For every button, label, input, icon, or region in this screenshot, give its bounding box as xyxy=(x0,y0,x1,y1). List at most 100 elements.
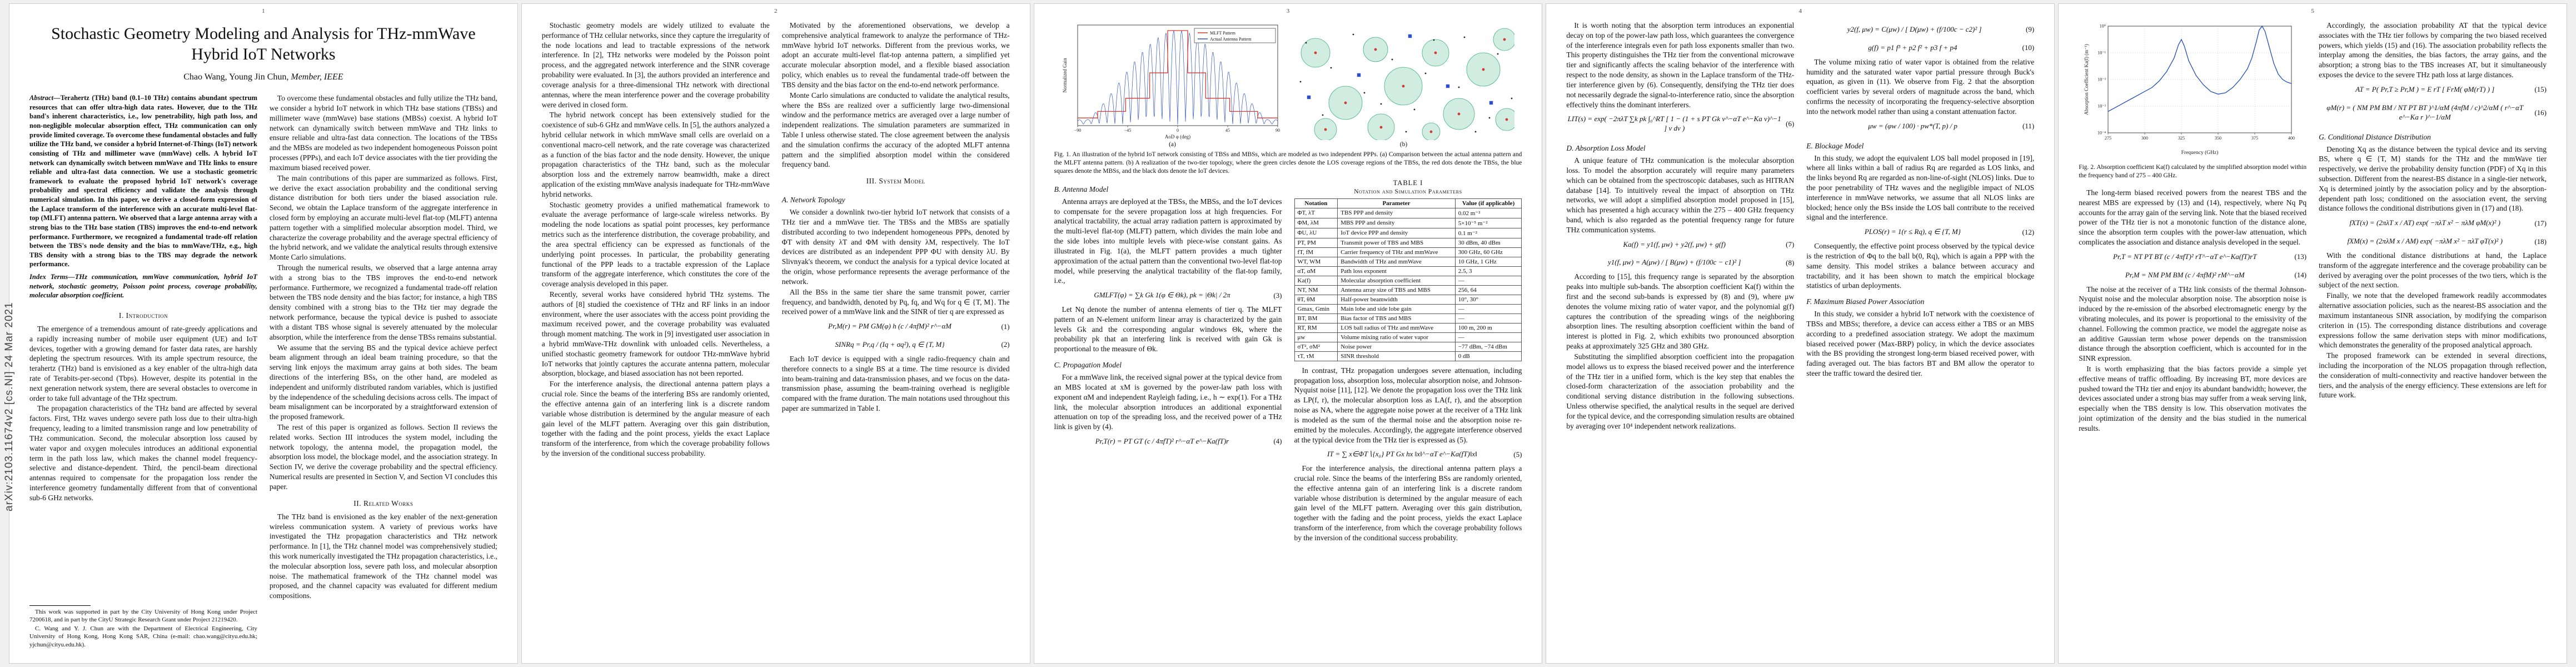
iot-device-node xyxy=(1322,114,1324,116)
table-cell: 0.1 m⁻² xyxy=(1454,227,1522,238)
table-cell: IoT device PPP and density xyxy=(1337,227,1456,238)
fig2-y-tick: 10⁻³ xyxy=(2098,104,2106,109)
body-paragraph: The volume mixing ratio of water vapor i… xyxy=(1806,57,2035,116)
equation-9: y2(f, μw) = C(μw) / [ D(μw) + (f/100c − … xyxy=(1806,25,2034,34)
equation-body: SINRq = Pr,q / (Iq + σq²), q ∈ {T, M} xyxy=(835,340,945,349)
fig2-y-tick: 10⁻⁴ xyxy=(2097,131,2106,136)
legend-mlft-label: MLFT Pattern xyxy=(1210,31,1235,36)
antenna-pattern-plot: −90 −45 0 45 90 AoD φ (deg) Normalized Gain MLF… xyxy=(1061,21,1284,140)
body-paragraph: The hybrid network concept has been exte… xyxy=(541,111,770,198)
figure-2-plot-wrap: 10⁰ 10⁻¹ 10⁻² 10⁻³ 10⁻⁴ 275 300 325 350 375 400 Fre… xyxy=(2079,21,2306,161)
table-cell: SINR threshold xyxy=(1337,351,1456,361)
fig2-x-tick: 275 xyxy=(2105,136,2111,141)
footnote-rule xyxy=(29,605,91,606)
iot-device-node xyxy=(1414,108,1416,111)
figure-2: 10⁰ 10⁻¹ 10⁻² 10⁻³ 10⁻⁴ 275 300 325 350 375 400 Fre… xyxy=(2079,21,2306,180)
table1-subtitle: Notation and Simulation Parameters xyxy=(1354,188,1462,195)
author-names: Chao Wang, Young Jin Chun, xyxy=(183,72,291,82)
table-cell: WT, WM xyxy=(1294,256,1338,267)
fig2-y-tick: 10⁻² xyxy=(2098,77,2106,82)
mbs-node xyxy=(1446,84,1450,88)
body-paragraph: Consequently, the effective point proces… xyxy=(1806,242,2035,290)
equation-number: (18) xyxy=(2534,237,2547,246)
page-3: 3 −90 −45 0 45 90 AoD φ (deg) Normalized Gain M… xyxy=(1033,3,1543,664)
subsection-antenna-model: B. Antenna Model xyxy=(1054,185,1109,193)
body-paragraph: Denoting Xq as the distance between the … xyxy=(2319,145,2547,213)
table-cell: 5×10⁻⁵ m⁻² xyxy=(1454,217,1522,228)
table-cell: Volume mixing ratio of water vapor xyxy=(1337,332,1456,342)
tbs-node xyxy=(1434,51,1437,54)
figure-1a-panel: −90 −45 0 45 90 AoD φ (deg) Normalized Gain MLF… xyxy=(1061,21,1284,148)
iot-device-node xyxy=(1464,36,1466,38)
page3-left-column: B. Antenna Model Antenna arrays are depl… xyxy=(1054,179,1282,650)
body-paragraph: For the interference analysis, the direc… xyxy=(1294,464,1522,542)
body-paragraph: The propagation characteristics of the T… xyxy=(29,404,257,502)
page2-right-column: Motivated by the aforementioned observat… xyxy=(782,21,1010,650)
table1-title: TABLE I xyxy=(1393,178,1423,187)
table-cell: 30 dBm, 40 dBm xyxy=(1454,237,1522,248)
table-cell: −77 dBm, −74 dBm xyxy=(1454,341,1522,352)
fig1a-y-axis-label: Normalized Gain xyxy=(1062,58,1068,93)
figure-1-caption: Fig. 1. An illustration of the hybrid Io… xyxy=(1054,151,1522,175)
body-paragraph: The emergence of a tremendous amount of … xyxy=(29,324,257,402)
body-paragraph: We assume that the serving BS and the ty… xyxy=(269,343,497,421)
table-row: ΦM, λM MBS PPP and density 5×10⁻⁵ m⁻² xyxy=(1294,217,1522,228)
table-cell: — xyxy=(1454,275,1522,286)
body-paragraph: All the BSs in the same tier share the s… xyxy=(781,287,1010,316)
iot-device-node xyxy=(1392,58,1393,61)
body-paragraph: The noise at the receiver of a THz link … xyxy=(2079,285,2307,363)
table-cell: Bandwidth of THz and mmWave xyxy=(1337,256,1456,267)
equation-body: PLOS(r) = 1(r ≤ Rq), q ∈ {T, M} xyxy=(1864,227,1961,236)
iot-device-node xyxy=(1425,72,1427,74)
equation-body: GMLFT(φ) = ∑k Gk 1(φ ∈ Θk), pk = |Θk| / … xyxy=(1094,291,1230,300)
equation-number: (2) xyxy=(1001,340,1010,349)
page5-left-column: 10⁰ 10⁻¹ 10⁻² 10⁻³ 10⁻⁴ 275 300 325 350 375 400 Fre… xyxy=(2079,21,2306,650)
tbs-node xyxy=(1430,130,1433,133)
equation-16: φM(r) = ( NM PM BM / NT PT BT )^1/αM (4π… xyxy=(2319,103,2547,122)
equation-number: (6) xyxy=(1786,120,1795,128)
figure-1b-panel: (b) xyxy=(1292,21,1515,148)
fig2-y-axis-label: Absorption Coefficient Ka(f) (m⁻¹) xyxy=(2084,44,2089,115)
table-row: μw Volume mixing ratio of water vapor — xyxy=(1294,332,1522,342)
equation-number: (15) xyxy=(2534,85,2547,94)
section-heading-related-works: II. Related Works xyxy=(353,499,413,507)
table-cell: τT, τM xyxy=(1294,351,1338,361)
abstract: Abstract—Terahertz (THz) band (0.1–10 TH… xyxy=(29,93,257,269)
fig1a-x-tick: −90 xyxy=(1074,128,1082,133)
subsection-absorption-loss-model: D. Absorption Loss Model xyxy=(1566,144,1646,153)
equation-12: PLOS(r) = 1(r ≤ Rq), q ∈ {T, M} (12) xyxy=(1806,227,2034,237)
footnote-support: This work was supported in part by the C… xyxy=(29,608,257,623)
table-row: fT, fM Carrier frequency of THz and mmWav… xyxy=(1294,247,1522,257)
author-membership: Member, IEEE xyxy=(291,72,343,82)
equation-number: (8) xyxy=(1786,258,1795,267)
fig2-x-tick: 375 xyxy=(2251,136,2258,141)
table-cell: Main lobe and side lobe gain xyxy=(1337,303,1456,314)
page3-right-column: TABLE I Notation and Simulation Paramete… xyxy=(1294,179,1522,650)
fig2-x-tick: 325 xyxy=(2178,136,2185,141)
table-cell: Ka(f) xyxy=(1294,275,1338,286)
iot-device-node xyxy=(1306,42,1307,44)
subsection-conditional-distance-distribution: G. Conditional Distance Distribution xyxy=(2319,132,2431,141)
equation-number: (5) xyxy=(1513,450,1522,459)
document-pages: 1 Stochastic Geometry Modeling and Analy… xyxy=(9,3,2567,664)
notation-table: Notation Parameter Value (if applicable)… xyxy=(1294,198,1522,361)
equation-number: (9) xyxy=(2026,25,2035,34)
table-cell: TBS PPP and density xyxy=(1337,207,1456,218)
iot-device-node xyxy=(1300,81,1302,83)
fig1a-x-tick: 0 xyxy=(1177,128,1179,133)
table-row: ΦT, λT TBS PPP and density 0.02 m⁻² xyxy=(1294,207,1522,218)
body-paragraph: Stochastic geometry models are widely ut… xyxy=(541,21,770,109)
body-paragraph: According to [15], this frequency range … xyxy=(1566,272,1795,351)
equation-3: GMLFT(φ) = ∑k Gk 1(φ ∈ Θk), pk = |Θk| / … xyxy=(1054,291,1282,300)
absorption-coefficient-curve xyxy=(2107,25,2292,112)
page1-left-column: Abstract—Terahertz (THz) band (0.1–10 TH… xyxy=(29,93,257,650)
equation-body: y2(f, μw) = C(μw) / [ D(μw) + (f/100c − … xyxy=(1847,25,1982,33)
page-number: 2 xyxy=(774,8,778,14)
page-5: 5 10⁰ 10⁻¹ 10⁻² 10⁻³ 10⁻⁴ 275 300 325 350 375 400 F… xyxy=(2058,3,2567,664)
table-cell: ΦT, λT xyxy=(1294,207,1338,218)
equation-body: Ka(f) = y1(f, μw) + y2(f, μw) + g(f) xyxy=(1623,240,1726,248)
equation-number: (12) xyxy=(2022,227,2035,236)
page-number: 1 xyxy=(262,8,265,14)
iot-device-node xyxy=(1458,86,1460,88)
abstract-text: Terahertz (THz) band (0.1–10 THz) contai… xyxy=(29,94,257,268)
